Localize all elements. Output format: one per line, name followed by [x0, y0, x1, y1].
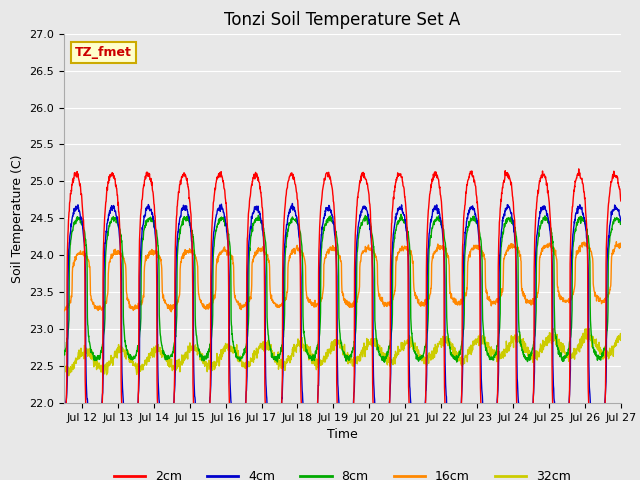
4cm	[88, 431, 96, 436]
16cm	[601, 296, 609, 301]
4cm	[601, 397, 609, 403]
2cm	[601, 408, 609, 413]
32cm	[89, 352, 97, 358]
8cm	[453, 359, 461, 365]
Legend: 2cm, 4cm, 8cm, 16cm, 32cm: 2cm, 4cm, 8cm, 16cm, 32cm	[109, 465, 576, 480]
4cm	[332, 236, 339, 242]
8cm	[601, 347, 609, 353]
4cm	[289, 201, 296, 206]
16cm	[617, 240, 625, 246]
16cm	[612, 239, 620, 245]
16cm	[60, 308, 68, 313]
32cm	[331, 337, 339, 343]
2cm	[331, 216, 339, 221]
2cm	[60, 438, 68, 444]
2cm	[617, 198, 625, 204]
2cm	[602, 397, 609, 403]
Line: 4cm: 4cm	[64, 204, 621, 441]
32cm	[60, 367, 68, 372]
8cm	[602, 344, 609, 349]
4cm	[602, 395, 609, 400]
Line: 16cm: 16cm	[64, 242, 621, 312]
16cm	[88, 299, 96, 304]
Line: 8cm: 8cm	[64, 215, 621, 362]
4cm	[307, 438, 314, 444]
32cm	[586, 325, 593, 331]
16cm	[316, 297, 324, 302]
8cm	[316, 325, 324, 331]
32cm	[602, 355, 609, 361]
8cm	[617, 217, 625, 223]
2cm	[575, 166, 582, 172]
2cm	[88, 465, 96, 470]
8cm	[60, 351, 68, 357]
Y-axis label: Soil Temperature (C): Soil Temperature (C)	[11, 154, 24, 283]
Line: 2cm: 2cm	[64, 169, 621, 473]
8cm	[88, 351, 96, 357]
4cm	[60, 419, 68, 424]
16cm	[168, 309, 175, 315]
4cm	[499, 214, 507, 220]
8cm	[331, 225, 339, 231]
8cm	[499, 229, 507, 235]
16cm	[601, 297, 609, 302]
16cm	[331, 247, 339, 253]
32cm	[316, 357, 324, 363]
32cm	[499, 353, 506, 359]
32cm	[617, 337, 625, 343]
32cm	[601, 348, 609, 353]
2cm	[316, 218, 324, 224]
X-axis label: Time: Time	[327, 429, 358, 442]
4cm	[317, 245, 324, 251]
2cm	[522, 470, 529, 476]
2cm	[499, 185, 506, 191]
Text: TZ_fmet: TZ_fmet	[75, 46, 132, 59]
8cm	[397, 212, 405, 217]
4cm	[617, 218, 625, 224]
Line: 32cm: 32cm	[64, 328, 621, 376]
Title: Tonzi Soil Temperature Set A: Tonzi Soil Temperature Set A	[224, 11, 461, 29]
32cm	[65, 373, 72, 379]
16cm	[499, 288, 506, 294]
